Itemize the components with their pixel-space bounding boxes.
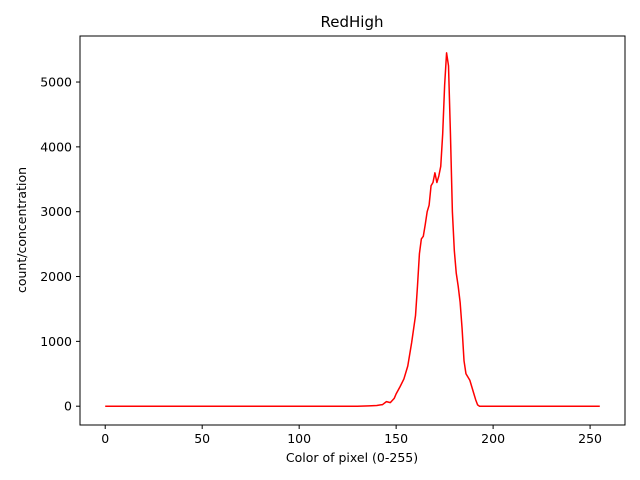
x-tick-label: 100 [287,431,311,446]
series-line-0 [105,52,600,407]
y-tick-label: 1000 [40,334,72,349]
y-tick-label: 2000 [40,269,72,284]
x-tick-label: 200 [481,431,505,446]
x-tick-label: 50 [194,431,210,446]
x-tick-label: 0 [101,431,109,446]
x-axis-label: Color of pixel (0-255) [286,450,418,465]
ticks-layer: 0 50 100 150 200 250 0 1000 2000 3000 4000 5000 [40,75,602,446]
y-tick-label: 5000 [40,75,72,90]
x-tick-label: 250 [578,431,602,446]
y-tick-label: 4000 [40,139,72,154]
y-tick-label: 0 [64,399,72,414]
y-axis-label: count/concentration [14,167,29,293]
chart-title: RedHigh [321,13,384,31]
y-tick-label: 3000 [40,204,72,219]
plot-frame [79,35,626,426]
series-layer [105,52,600,407]
x-tick-label: 150 [384,431,408,446]
